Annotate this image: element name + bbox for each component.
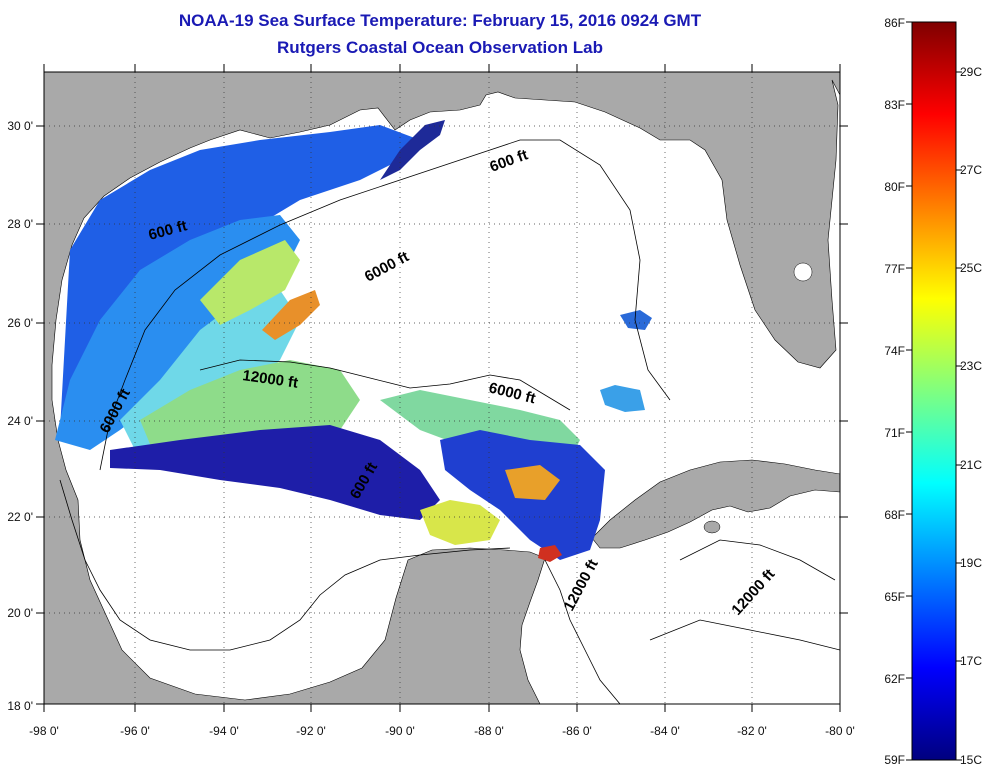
lon-label: -84 0'	[650, 724, 680, 738]
isle-of-youth	[703, 520, 721, 534]
colorbar-label-c: 19C	[960, 556, 982, 570]
lon-label: -80 0'	[825, 724, 855, 738]
colorbar-label-f: 59F	[884, 753, 905, 767]
colorbar-label-c: 27C	[960, 163, 982, 177]
lon-label: -94 0'	[209, 724, 239, 738]
lat-label: 20 0'	[7, 606, 33, 620]
land-cuba	[591, 459, 840, 549]
colorbar-label-f: 80F	[884, 180, 905, 194]
lon-label: -88 0'	[474, 724, 504, 738]
colorbar-label-f: 77F	[884, 262, 905, 276]
colorbar-ticks	[906, 21, 962, 761]
colorbar-label-c: 15C	[960, 753, 982, 767]
colorbar-label-f: 68F	[884, 508, 905, 522]
colorbar-label-c: 17C	[960, 654, 982, 668]
lon-label: -92 0'	[296, 724, 326, 738]
colorbar-label-f: 86F	[884, 16, 905, 30]
colorbar-label-f: 62F	[884, 672, 905, 686]
colorbar-label-c: 21C	[960, 458, 982, 472]
sst-swath	[55, 120, 652, 562]
lon-label: -82 0'	[737, 724, 767, 738]
axis-ticks	[36, 64, 848, 712]
map-subtitle: Rutgers Coastal Ocean Observation Lab	[277, 38, 603, 57]
colorbar-label-c: 25C	[960, 261, 982, 275]
lon-label: -96 0'	[120, 724, 150, 738]
lon-label: -90 0'	[385, 724, 415, 738]
lon-label: -86 0'	[562, 724, 592, 738]
colorbar-label-c: 23C	[960, 359, 982, 373]
colorbar-label-f: 74F	[884, 344, 905, 358]
lon-label: -98 0'	[29, 724, 59, 738]
map-frame	[43, 71, 841, 705]
map-title: NOAA-19 Sea Surface Temperature: Februar…	[178, 11, 702, 30]
lat-label: 18 0'	[7, 699, 33, 713]
colorbar	[911, 21, 957, 761]
land-north-america	[44, 72, 840, 704]
colorbar-label-f: 65F	[884, 590, 905, 604]
lat-label: 28 0'	[7, 217, 33, 231]
graticule	[44, 72, 840, 704]
lat-label: 22 0'	[7, 510, 33, 524]
lat-label: 26 0'	[7, 316, 33, 330]
lat-label: 24 0'	[7, 414, 33, 428]
colorbar-label-c: 29C	[960, 65, 982, 79]
lat-label: 30 0'	[7, 119, 33, 133]
colorbar-label-f: 83F	[884, 98, 905, 112]
colorbar-label-f: 71F	[884, 426, 905, 440]
lake-okeechobee	[793, 262, 813, 282]
